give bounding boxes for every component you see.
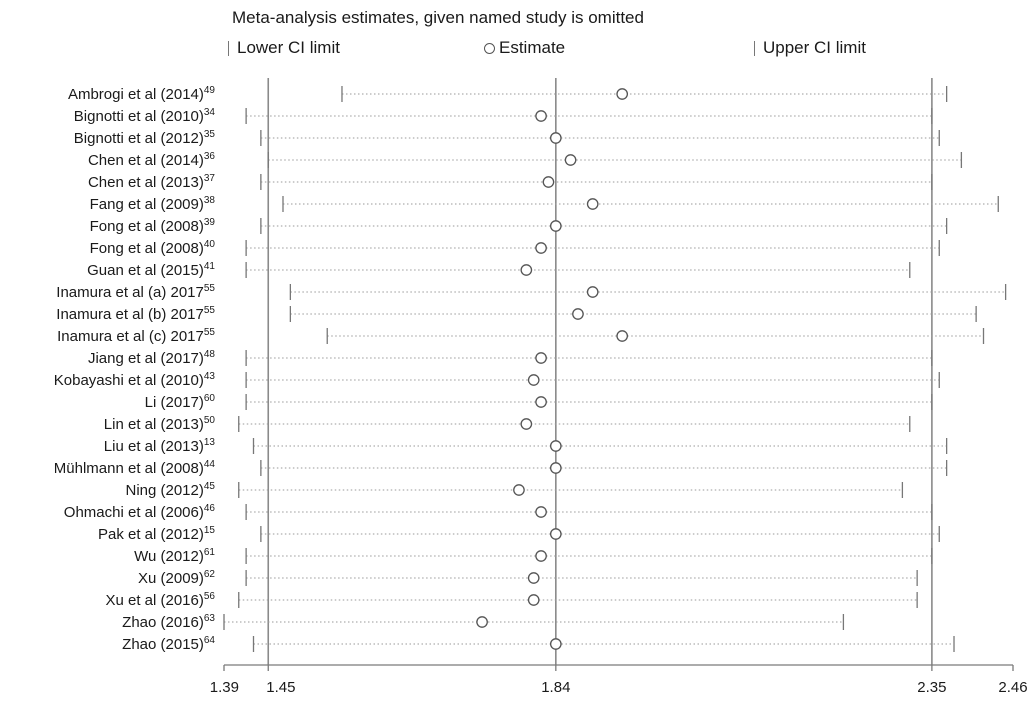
study-label: Chen et al (2013)37 [88, 173, 215, 191]
study-label: Ohmachi et al (2006)46 [64, 503, 216, 521]
estimate-point [535, 550, 547, 562]
estimate-point [527, 594, 540, 606]
study-reference: 49 [204, 85, 216, 96]
estimate-point [549, 440, 562, 452]
x-tick-label: 1.39 [210, 679, 239, 696]
estimate-point [520, 418, 533, 430]
study-label: Chen et al (2014)36 [88, 151, 215, 169]
estimate-point [535, 242, 547, 254]
study-label: Li (2017)60 [145, 393, 216, 411]
study-reference: 37 [204, 173, 216, 184]
study-reference: 62 [204, 569, 216, 580]
study-label: Guan et al (2015)41 [87, 261, 215, 279]
study-reference: 55 [204, 305, 216, 316]
study-label: Ning (2012)45 [125, 481, 215, 499]
study-label: Mühlmann et al (2008)44 [54, 459, 216, 477]
estimate-point [572, 308, 584, 320]
x-tick-label: 1.84 [541, 679, 570, 696]
study-reference: 39 [204, 217, 216, 228]
study-reference: 55 [204, 327, 216, 338]
study-label: Xu et al (2016)56 [105, 591, 215, 609]
estimate-point [527, 572, 540, 584]
study-reference: 55 [204, 283, 216, 294]
study-label: Inamura et al (b) 201755 [56, 305, 215, 323]
estimate-point [616, 88, 629, 100]
estimate-point [549, 462, 562, 474]
estimate-marker-icon [484, 42, 495, 54]
study-label: Xu (2009)62 [138, 569, 215, 587]
study-reference: 60 [204, 393, 216, 404]
study-reference: 15 [204, 525, 216, 536]
study-reference: 48 [204, 349, 216, 360]
study-label: Kobayashi et al (2010)43 [54, 371, 216, 389]
study-reference: 36 [204, 151, 216, 162]
study-reference: 64 [204, 635, 216, 646]
lower-limit-marker-icon [228, 40, 229, 56]
study-reference: 13 [204, 437, 216, 448]
estimate-point [520, 264, 533, 276]
legend-lower: Lower CI limit [228, 38, 340, 58]
legend: Lower CI limit Estimate Upper CI limit [0, 38, 1035, 62]
estimate-point [535, 396, 547, 408]
estimate-point [542, 176, 555, 188]
upper-limit-marker-icon [754, 40, 755, 56]
study-label: Inamura et al (c) 201755 [57, 327, 215, 345]
study-label: Pak et al (2012)15 [98, 525, 215, 543]
estimate-point [535, 110, 547, 122]
legend-estimate: Estimate [484, 38, 565, 58]
study-label: Fong et al (2008)39 [90, 217, 216, 235]
study-reference: 34 [204, 107, 216, 118]
x-tick-label: 2.35 [917, 679, 946, 696]
study-reference: 43 [204, 371, 216, 382]
legend-upper-label: Upper CI limit [763, 38, 866, 57]
estimate-point [549, 638, 562, 650]
study-reference: 56 [204, 591, 216, 602]
study-label: Zhao (2016)63 [122, 613, 215, 631]
study-label: Bignotti et al (2012)35 [74, 129, 216, 147]
study-reference: 50 [204, 415, 216, 426]
legend-upper: Upper CI limit [754, 38, 866, 58]
study-reference: 63 [204, 613, 216, 624]
study-label: Liu et al (2013)13 [104, 437, 216, 455]
estimate-point [513, 484, 525, 496]
estimate-point [535, 506, 547, 518]
study-reference: 44 [204, 459, 216, 470]
study-reference: 38 [204, 195, 216, 206]
study-reference: 46 [204, 503, 216, 514]
estimate-point [564, 154, 577, 166]
study-reference: 61 [204, 547, 216, 558]
chart-title: Meta-analysis estimates, given named stu… [232, 8, 644, 27]
study-label: Wu (2012)61 [134, 547, 215, 565]
estimate-point [535, 352, 547, 364]
x-tick-label: 2.46 [998, 679, 1027, 696]
legend-lower-label: Lower CI limit [237, 38, 340, 57]
study-reference: 40 [204, 239, 216, 250]
estimate-point [549, 132, 562, 144]
estimate-point [586, 286, 599, 298]
study-label: Bignotti et al (2010)34 [74, 107, 216, 125]
study-label: Ambrogi et al (2014)49 [68, 85, 215, 103]
study-label: Lin et al (2013)50 [104, 415, 216, 433]
legend-estimate-label: Estimate [499, 38, 566, 57]
study-reference: 41 [204, 261, 216, 272]
estimate-point [527, 374, 540, 386]
estimate-point [549, 528, 562, 540]
study-label: Inamura et al (a) 201755 [56, 283, 215, 301]
study-reference: 45 [204, 481, 216, 492]
estimate-point [549, 220, 562, 232]
estimate-point [476, 616, 488, 628]
estimate-point [616, 330, 629, 342]
study-label: Fang et al (2009)38 [90, 195, 216, 213]
study-reference: 35 [204, 129, 216, 140]
study-label: Zhao (2015)64 [122, 635, 215, 653]
study-label: Fong et al (2008)40 [90, 239, 216, 257]
x-tick-label: 1.45 [266, 679, 295, 696]
study-label: Jiang et al (2017)48 [88, 349, 215, 367]
estimate-point [586, 198, 599, 210]
